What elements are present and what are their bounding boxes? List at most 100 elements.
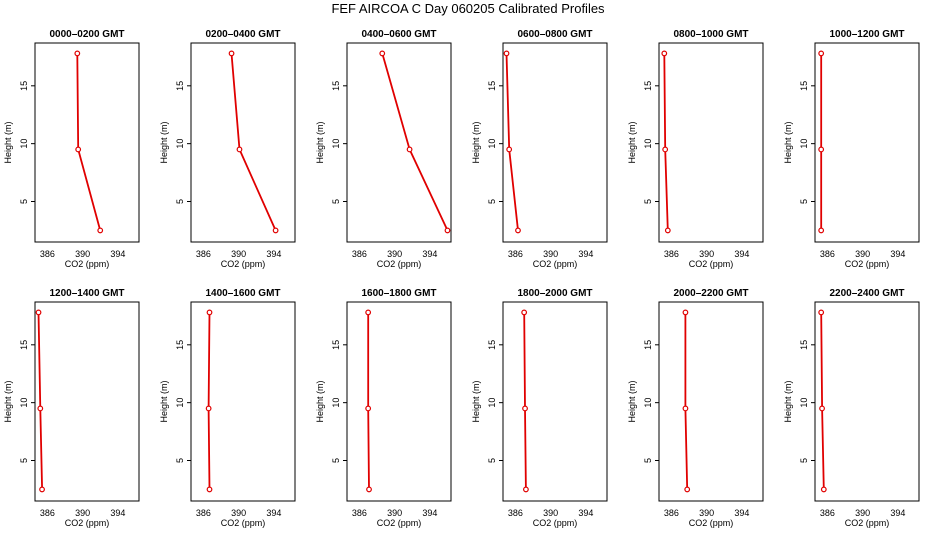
y-tick-label: 15 bbox=[19, 340, 29, 350]
x-tick-label: 390 bbox=[387, 508, 402, 518]
data-point bbox=[682, 309, 689, 316]
x-tick-label: 386 bbox=[352, 508, 367, 518]
data-point bbox=[236, 146, 243, 153]
x-tick-label: 390 bbox=[855, 249, 870, 259]
y-tick-label: 10 bbox=[331, 398, 341, 408]
x-tick-label: 386 bbox=[196, 249, 211, 259]
data-point bbox=[97, 227, 104, 234]
profile-line bbox=[367, 312, 370, 490]
x-axis-label: CO2 (ppm) bbox=[845, 518, 890, 528]
x-tick-label: 394 bbox=[734, 508, 749, 518]
x-axis-label: CO2 (ppm) bbox=[377, 259, 422, 269]
data-point bbox=[272, 227, 279, 234]
data-point bbox=[682, 405, 689, 412]
data-point bbox=[365, 405, 372, 412]
y-axis-label: Height (m) bbox=[471, 121, 481, 163]
plot-frame bbox=[346, 42, 452, 243]
x-tick-label: 386 bbox=[196, 508, 211, 518]
y-tick-label: 10 bbox=[19, 139, 29, 149]
y-tick-label: 10 bbox=[19, 398, 29, 408]
data-point bbox=[522, 405, 528, 412]
x-tick-label: 390 bbox=[699, 249, 714, 259]
profile-line bbox=[230, 53, 277, 231]
data-point bbox=[444, 227, 451, 234]
y-tick-label: 15 bbox=[331, 81, 341, 91]
x-axis-label: CO2 (ppm) bbox=[689, 518, 734, 528]
y-tick-label: 5 bbox=[643, 458, 653, 463]
data-point bbox=[379, 50, 386, 57]
x-tick-label: 390 bbox=[387, 249, 402, 259]
data-point bbox=[523, 486, 529, 493]
y-tick-label: 15 bbox=[799, 340, 809, 350]
panel-title: 0200–0400 GMT bbox=[205, 29, 280, 40]
panel-title: 2000–2200 GMT bbox=[673, 288, 748, 299]
y-tick-label: 15 bbox=[643, 340, 653, 350]
y-tick-label: 5 bbox=[19, 458, 29, 463]
x-tick-label: 390 bbox=[699, 508, 714, 518]
y-tick-label: 15 bbox=[643, 81, 653, 91]
y-tick-label: 15 bbox=[175, 340, 185, 350]
plot-frame bbox=[658, 301, 764, 502]
x-tick-label: 390 bbox=[75, 508, 90, 518]
data-point bbox=[684, 486, 691, 493]
data-point bbox=[75, 146, 82, 153]
x-tick-label: 394 bbox=[890, 508, 905, 518]
x-axis-label: CO2 (ppm) bbox=[845, 259, 890, 269]
y-axis-label: Height (m) bbox=[3, 380, 13, 422]
y-tick-label: 5 bbox=[331, 199, 341, 204]
x-tick-label: 386 bbox=[352, 249, 367, 259]
x-tick-label: 386 bbox=[664, 249, 679, 259]
y-axis-label: Height (m) bbox=[159, 380, 169, 422]
y-tick-label: 10 bbox=[643, 139, 653, 149]
y-tick-label: 10 bbox=[643, 398, 653, 408]
x-axis-label: CO2 (ppm) bbox=[533, 259, 578, 269]
y-tick-label: 15 bbox=[487, 340, 497, 350]
y-tick-label: 5 bbox=[19, 199, 29, 204]
y-axis-label: Height (m) bbox=[3, 121, 13, 163]
y-tick-label: 15 bbox=[175, 81, 185, 91]
x-tick-label: 386 bbox=[508, 249, 523, 259]
x-tick-label: 386 bbox=[508, 508, 523, 518]
x-axis-label: CO2 (ppm) bbox=[65, 518, 110, 528]
x-tick-label: 386 bbox=[820, 508, 835, 518]
y-tick-label: 5 bbox=[799, 458, 809, 463]
x-tick-label: 394 bbox=[734, 249, 749, 259]
panel-title: 1200–1400 GMT bbox=[49, 288, 124, 299]
y-tick-label: 5 bbox=[643, 199, 653, 204]
x-tick-label: 390 bbox=[231, 249, 246, 259]
y-axis-label: Height (m) bbox=[627, 121, 637, 163]
profile-line bbox=[523, 312, 527, 490]
panel-title: 1000–1200 GMT bbox=[829, 29, 904, 40]
panel-title: 0400–0600 GMT bbox=[361, 29, 436, 40]
data-point bbox=[661, 50, 668, 57]
x-tick-label: 386 bbox=[40, 249, 55, 259]
x-tick-label: 390 bbox=[855, 508, 870, 518]
profile-line bbox=[820, 312, 825, 490]
y-axis-label: Height (m) bbox=[315, 121, 325, 163]
data-point bbox=[515, 227, 521, 234]
data-point bbox=[365, 309, 372, 316]
plot-frame bbox=[34, 42, 140, 243]
y-tick-label: 10 bbox=[799, 398, 809, 408]
y-tick-label: 10 bbox=[487, 139, 497, 149]
x-tick-label: 394 bbox=[422, 249, 437, 259]
panel-title: 0000–0200 GMT bbox=[49, 29, 124, 40]
panel-title: 2200–2400 GMT bbox=[829, 288, 904, 299]
profile-line bbox=[37, 312, 43, 490]
x-tick-label: 394 bbox=[578, 508, 593, 518]
y-tick-label: 10 bbox=[175, 398, 185, 408]
plot-frame bbox=[502, 301, 608, 502]
panel-title: 1400–1600 GMT bbox=[205, 288, 280, 299]
plot-frame bbox=[814, 42, 920, 243]
x-tick-label: 394 bbox=[110, 249, 125, 259]
y-tick-label: 10 bbox=[487, 398, 497, 408]
